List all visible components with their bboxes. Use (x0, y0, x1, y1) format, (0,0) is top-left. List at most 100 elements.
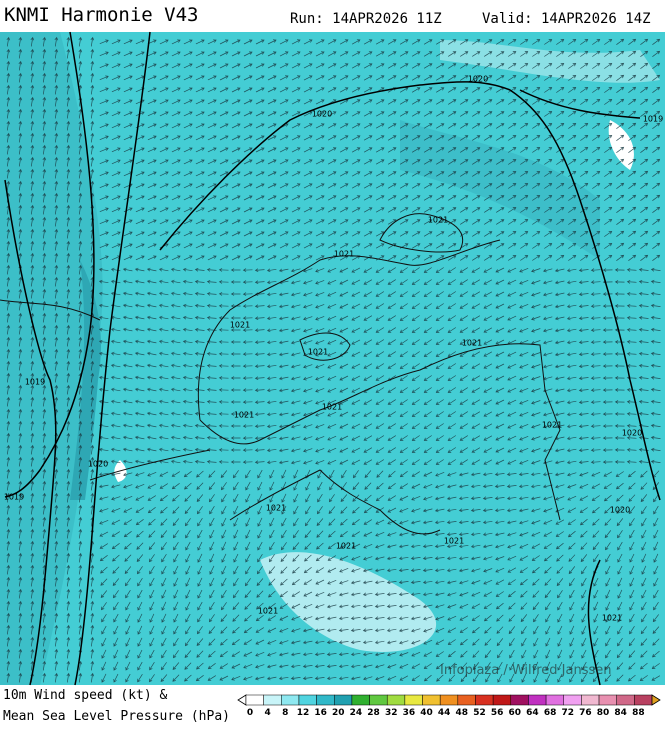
credit: Infoplaza / Wilfred Janssen (440, 663, 612, 678)
color-label: 56 (491, 708, 504, 718)
color-swatch (475, 694, 494, 706)
map: 1020 1020 1019 1021 1021 1021 1021 1021 1021 1019… (0, 31, 665, 686)
color-swatch (351, 694, 370, 706)
isobars (4, 31, 661, 686)
light-area (440, 40, 660, 83)
color-label: 12 (297, 708, 310, 718)
coastlines (0, 213, 561, 535)
color-swatch (298, 694, 317, 706)
isobar-label: 1020 (312, 110, 332, 119)
isobar-label: 1021 (230, 321, 250, 330)
isobar-label: 1019 (25, 378, 45, 387)
color-swatch (263, 694, 282, 706)
isobar (4, 31, 95, 498)
color-label: 72 (561, 708, 574, 718)
isobar (519, 89, 641, 119)
color-swatch (563, 694, 582, 706)
colorbar: 0 4 8 12 16 20 24 28 32 36 40 44 48 52 56 60 64 68 72 76 80 8… (237, 694, 661, 718)
color-label: 64 (526, 708, 539, 718)
colorbar-right-cap (651, 694, 661, 706)
color-label: 44 (438, 708, 451, 718)
color-label: 88 (632, 708, 645, 718)
isobar (4, 179, 57, 686)
field-shade (400, 120, 600, 260)
color-label: 40 (420, 708, 433, 718)
color-swatch (369, 694, 388, 706)
color-swatch (316, 694, 335, 706)
color-swatch (634, 694, 653, 706)
color-label: 28 (367, 708, 380, 718)
arrow-field (6, 36, 661, 683)
run-time: Run: 14APR2026 11Z (290, 11, 442, 27)
field-shade (0, 32, 103, 685)
color-swatch (545, 694, 564, 706)
isobar (74, 31, 151, 686)
coastline (197, 239, 501, 421)
model-title: KNMI Harmonie V43 (4, 4, 198, 26)
isobar (159, 81, 661, 501)
color-label: 68 (544, 708, 557, 718)
coastline (199, 343, 561, 521)
isobar-label: 1021 (234, 411, 254, 420)
isobar-label: 1020 (622, 429, 642, 438)
isobar-label: 1021 (258, 607, 278, 616)
color-swatch (510, 694, 529, 706)
color-swatch (457, 694, 476, 706)
isobar-label: 1021 (542, 421, 562, 430)
isobar-label: 1019 (4, 493, 24, 502)
isobar-label: 1021 (428, 216, 448, 225)
coastline (299, 332, 351, 361)
color-swatch (528, 694, 547, 706)
isobar-label: 1021 (462, 339, 482, 348)
border (229, 469, 441, 535)
color-label: 24 (350, 708, 363, 718)
isobar-label: 1021 (336, 542, 356, 551)
isobar-label: 1020 (468, 75, 488, 84)
color-label: 20 (332, 708, 345, 718)
color-swatch (492, 694, 512, 706)
light-area (260, 552, 437, 652)
isobar-labels: 1020 1020 1019 1021 1021 1021 1021 1021 1021 1019… (4, 75, 663, 623)
coastline (0, 299, 101, 321)
valid-time: Valid: 14APR2026 14Z (482, 11, 651, 27)
isobar-label: 1021 (322, 403, 342, 412)
isobar-label: 1020 (88, 460, 108, 469)
color-label: 32 (385, 708, 398, 718)
color-label: 52 (473, 708, 486, 718)
color-label: 60 (509, 708, 522, 718)
isobar-label: 1021 (444, 537, 464, 546)
color-label: 16 (314, 708, 327, 718)
color-label: 48 (456, 708, 469, 718)
field-shade (70, 260, 101, 500)
isobar-label: 1021 (602, 614, 622, 623)
legend-line-2: Mean Sea Level Pressure (hPa) (3, 709, 230, 724)
color-swatch (245, 694, 264, 706)
color-label: 8 (282, 708, 288, 718)
isobar-label: 1019 (643, 115, 663, 124)
color-swatch (439, 694, 459, 706)
coastline (89, 449, 211, 481)
color-swatch (616, 694, 635, 706)
color-label: 36 (403, 708, 416, 718)
color-label: 76 (579, 708, 592, 718)
isobar-label: 1021 (266, 504, 286, 513)
color-swatch (386, 694, 406, 706)
isobar-label: 1021 (334, 250, 354, 259)
coastline (379, 213, 464, 253)
color-swatch (334, 694, 353, 706)
color-label: 80 (597, 708, 610, 718)
color-swatch (598, 694, 617, 706)
isobar (587, 559, 601, 686)
color-label: 0 (247, 708, 253, 718)
light-area (608, 120, 634, 170)
color-swatch (581, 694, 600, 706)
color-label: 84 (614, 708, 627, 718)
color-swatch (422, 694, 441, 706)
isobar-label: 1020 (610, 506, 630, 515)
color-swatch (404, 694, 423, 706)
isobar-label: 1021 (308, 348, 328, 357)
wind-arrows (6, 36, 661, 683)
color-label: 4 (265, 708, 271, 718)
legend-line-1: 10m Wind speed (kt) & (3, 688, 168, 703)
